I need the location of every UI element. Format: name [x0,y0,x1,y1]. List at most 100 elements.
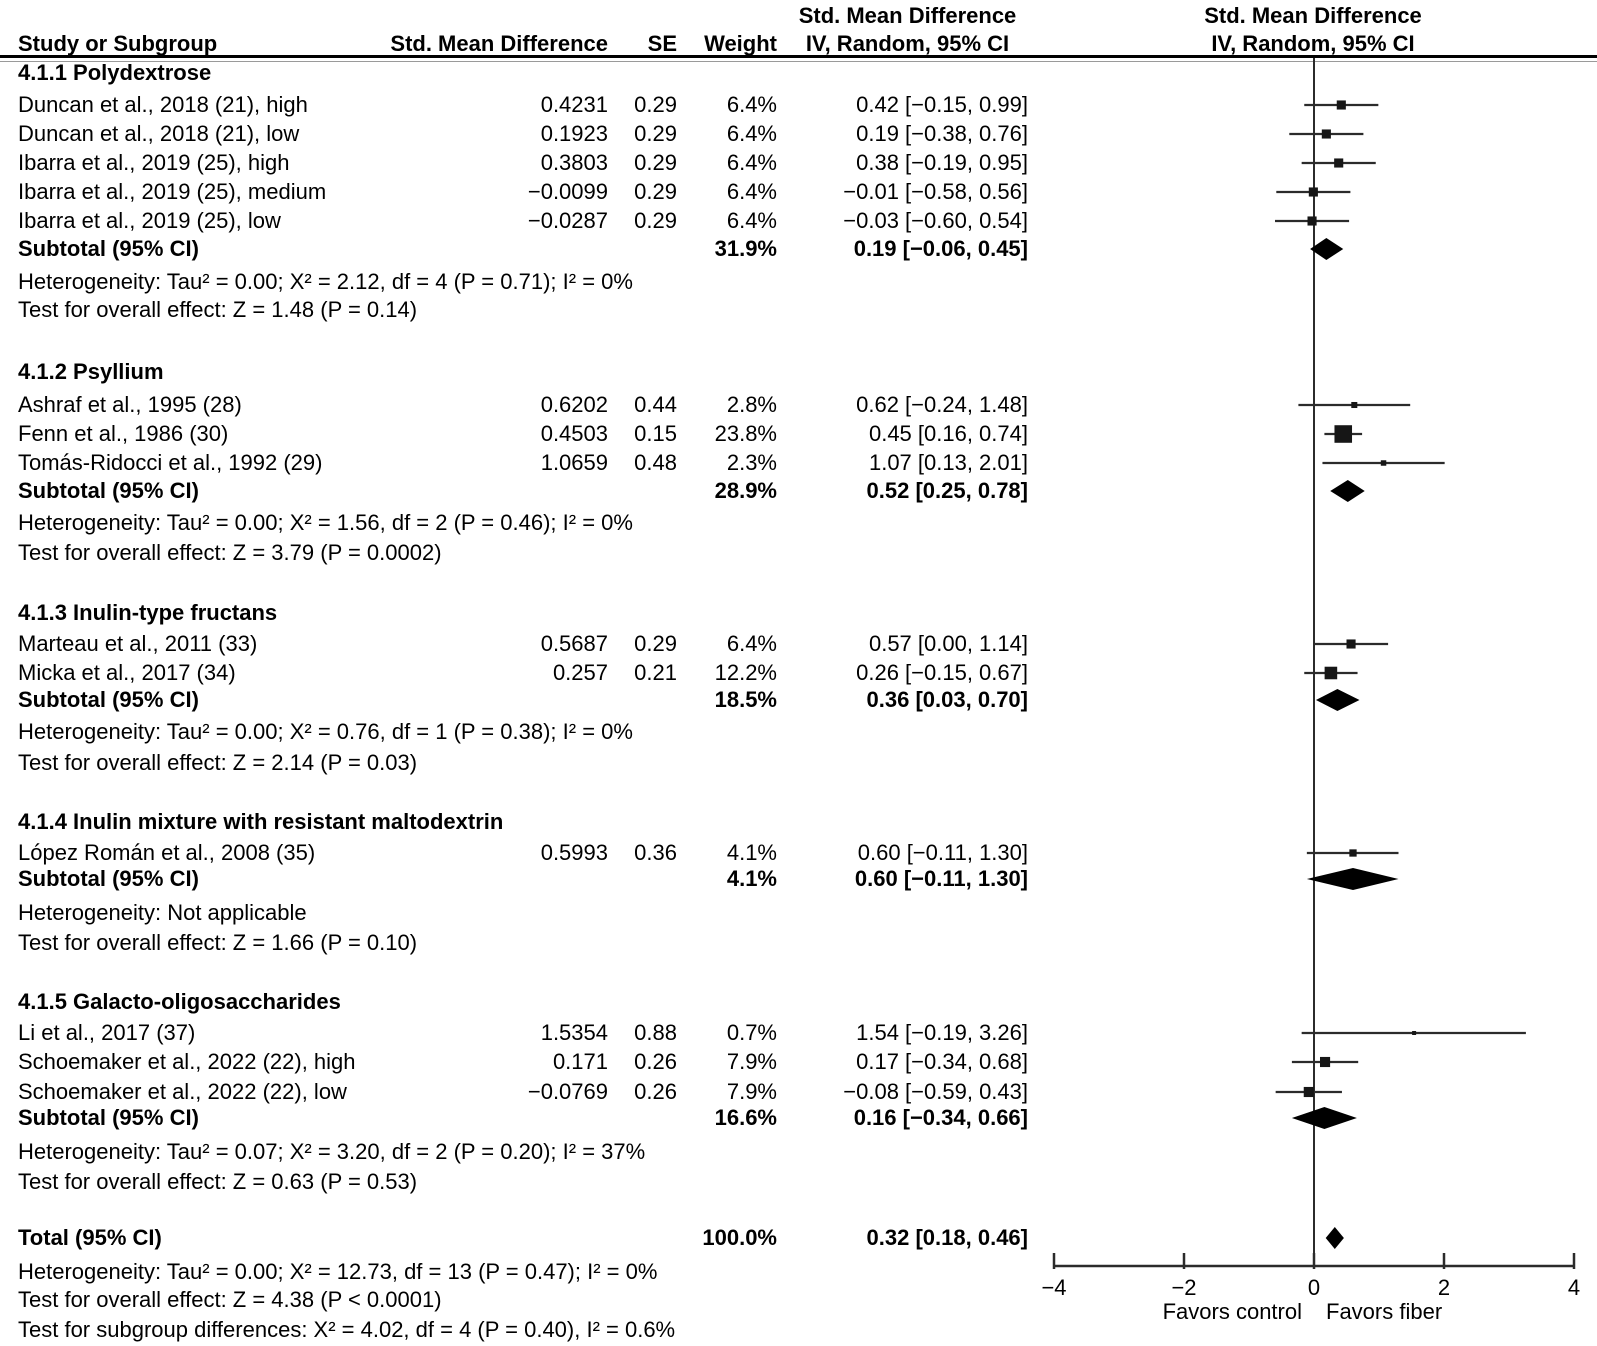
heterogeneity-note: Heterogeneity: Tau² = 0.07; Χ² = 3.20, d… [18,1139,646,1164]
study-label: Ibarra et al., 2019 (25), medium [18,179,327,204]
ci-value: 0.52 [0.25, 0.78] [866,478,1028,503]
ci-value: −0.01 [−0.58, 0.56] [843,179,1028,204]
study-label: Subtotal (95% CI) [18,236,199,261]
effect-square [1334,158,1344,168]
section-heading: 4.1.5 Galacto-oligosaccharides [18,989,341,1014]
ci-value: 0.32 [0.18, 0.46] [866,1225,1028,1250]
heterogeneity-note: Heterogeneity: Tau² = 0.00; Χ² = 2.12, d… [18,269,633,294]
se-value: 0.26 [634,1049,677,1074]
pooled-diamond [1291,1107,1357,1129]
axis-tick-label: −4 [1041,1275,1067,1300]
se-value: 0.29 [634,150,677,175]
smd-value: 1.0659 [540,450,608,475]
smd-value: 0.171 [552,1049,608,1074]
se-value: 0.48 [634,450,677,475]
weight-value: 6.4% [726,631,777,656]
ci-value: 0.36 [0.03, 0.70] [866,687,1028,712]
study-column-header: Study or Subgroup [18,31,218,56]
se-column-header: SE [647,31,677,56]
weight-value: 6.4% [726,92,777,117]
weight-value: 16.6% [714,1105,777,1130]
study-label: Ibarra et al., 2019 (25), low [18,208,281,233]
smd-value: 0.4503 [540,421,608,446]
heterogeneity-note: Heterogeneity: Not applicable [18,900,307,925]
se-value: 0.29 [634,92,677,117]
study-label: Micka et al., 2017 (34) [18,660,236,685]
smd-value: 0.5993 [540,840,608,865]
ci-value: 0.62 [−0.24, 1.48] [856,392,1028,417]
smd-value: 0.4231 [540,92,608,117]
se-value: 0.26 [634,1079,677,1104]
pooled-diamond [1325,1227,1344,1249]
weight-value: 100.0% [702,1225,777,1250]
axis-tick-label: −2 [1171,1275,1197,1300]
section-heading: 4.1.3 Inulin-type fructans [18,600,278,625]
study-label: Duncan et al., 2018 (21), high [18,92,308,117]
ci-value: 0.45 [0.16, 0.74] [868,421,1028,446]
plot-column-header-line2: IV, Random, 95% CI [1211,31,1415,56]
pooled-diamond [1310,238,1344,260]
study-label: Fenn et al., 1986 (30) [18,421,229,446]
se-value: 0.29 [634,121,677,146]
weight-value: 7.9% [726,1079,777,1104]
weight-value: 2.8% [726,392,777,417]
weight-value: 6.4% [726,150,777,175]
ci-value: 0.38 [−0.19, 0.95] [856,150,1028,175]
study-label: Tomás-Ridocci et al., 1992 (29) [18,450,323,475]
ci-value: 0.42 [−0.15, 0.99] [856,92,1028,117]
pooled-diamond [1306,868,1399,890]
weight-value: 4.1% [726,840,777,865]
heterogeneity-note: Heterogeneity: Tau² = 0.00; Χ² = 0.76, d… [18,719,633,744]
effect-square [1346,639,1356,649]
se-value: 0.29 [634,631,677,656]
effect-square [1380,460,1387,466]
favors-fiber-label: Favors fiber [1326,1299,1443,1324]
study-label: Ibarra et al., 2019 (25), high [18,150,290,175]
smd-value: 0.257 [552,660,608,685]
effect-square [1412,1031,1417,1035]
se-value: 0.88 [634,1020,677,1045]
smd-value: 0.1923 [540,121,608,146]
ci-value: 0.57 [0.00, 1.14] [868,631,1028,656]
section-heading: 4.1.4 Inulin mixture with resistant malt… [18,809,504,834]
overall-test-note: Test for overall effect: Z = 2.14 (P = 0… [18,750,418,775]
study-label: Subtotal (95% CI) [18,687,199,712]
section-heading: 4.1.2 Psyllium [18,359,164,384]
effect-square [1303,1086,1314,1098]
overall-test-note: Test for overall effect: Z = 1.48 (P = 0… [18,297,418,322]
ci-column-header-line2: IV, Random, 95% CI [805,31,1010,56]
effect-square [1336,100,1346,110]
overall-test-note: Test for overall effect: Z = 0.63 (P = 0… [18,1169,418,1194]
weight-value: 0.7% [726,1020,777,1045]
smd-value: 0.5687 [540,631,608,656]
header-divider [0,55,1597,58]
weight-column-header: Weight [704,31,777,56]
study-label: Marteau et al., 2011 (33) [18,631,258,656]
smd-value: 0.3803 [540,150,608,175]
effect-square [1351,401,1358,409]
se-value: 0.29 [634,208,677,233]
weight-value: 4.1% [726,866,777,891]
ci-value: 0.17 [−0.34, 0.68] [856,1049,1028,1074]
axis-tick-label: 4 [1567,1275,1581,1300]
ci-column-header-line1: Std. Mean Difference [798,3,1017,28]
study-label: Schoemaker et al., 2022 (22), high [18,1049,356,1074]
effect-square [1307,216,1317,226]
total-heterogeneity-note: Heterogeneity: Tau² = 0.00; Χ² = 12.73, … [18,1259,658,1284]
ci-value: 0.16 [−0.34, 0.66] [853,1105,1028,1130]
se-value: 0.44 [634,392,677,417]
ci-value: 0.26 [−0.15, 0.67] [856,660,1028,685]
ci-value: 0.19 [−0.06, 0.45] [853,236,1028,261]
overall-test-note: Test for overall effect: Z = 1.66 (P = 0… [18,930,418,955]
weight-value: 6.4% [726,208,777,233]
study-label: Subtotal (95% CI) [18,478,199,503]
smd-value: −0.0287 [527,208,608,233]
ci-value: 1.07 [0.13, 2.01] [868,450,1028,475]
weight-value: 28.9% [714,478,777,503]
study-label: López Román et al., 2008 (35) [18,840,316,865]
ci-value: −0.08 [−0.59, 0.43] [843,1079,1028,1104]
ci-value: 0.19 [−0.38, 0.76] [856,121,1028,146]
pooled-diamond [1315,689,1360,711]
weight-value: 31.9% [714,236,777,261]
axis-tick-label: 0 [1307,1275,1321,1300]
